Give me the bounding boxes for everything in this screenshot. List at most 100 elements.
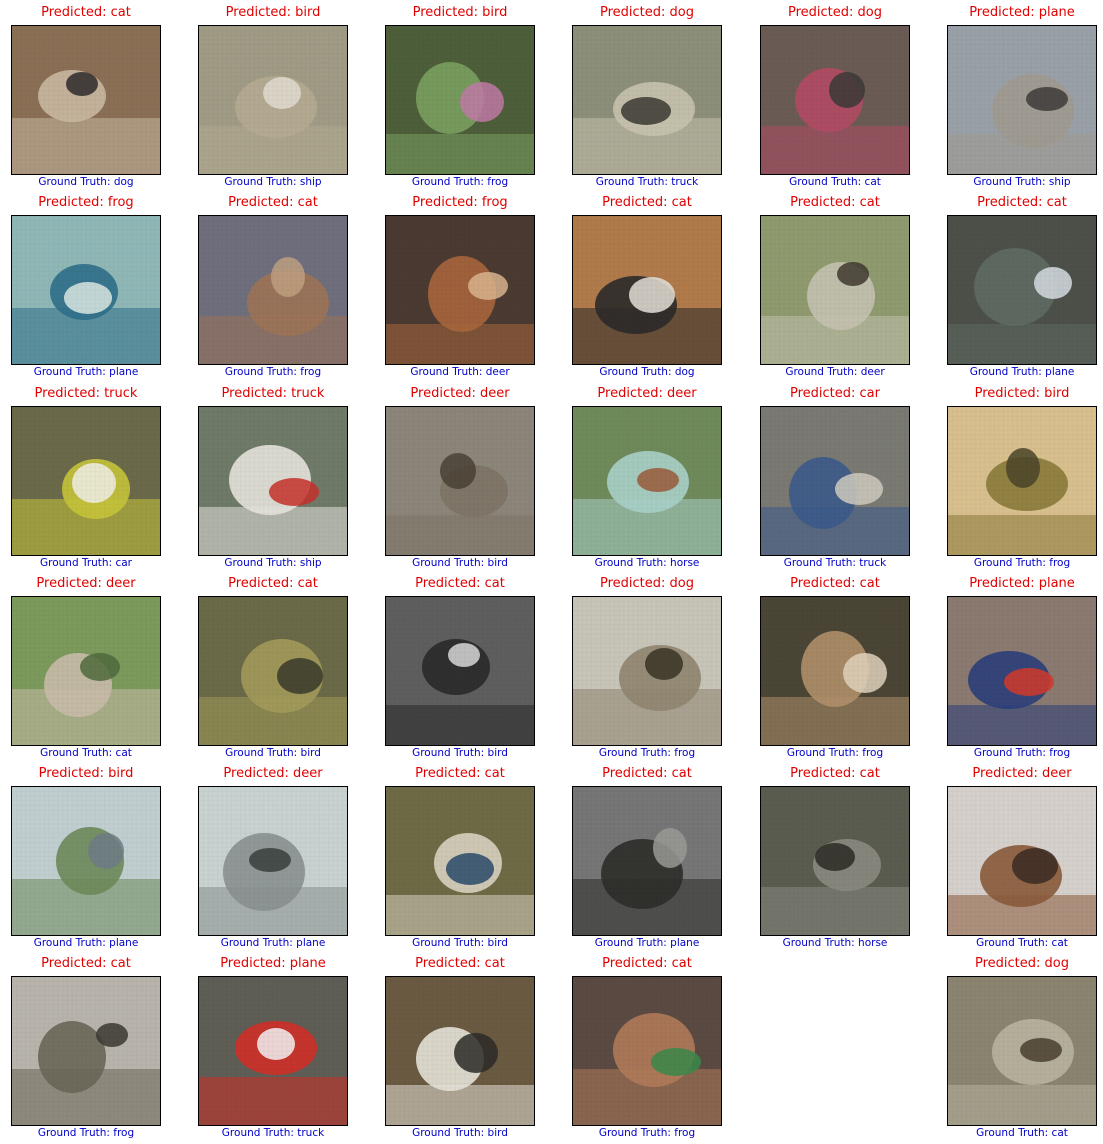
predicted-label: Predicted: cat bbox=[602, 956, 692, 971]
sample-image-canvas bbox=[12, 787, 160, 935]
sample-cell: Predicted: deer Ground Truth: horse bbox=[572, 386, 722, 570]
sample-image bbox=[947, 976, 1097, 1126]
sample-image-canvas bbox=[573, 26, 721, 174]
predicted-label: Predicted: dog bbox=[975, 956, 1069, 971]
sample-image bbox=[760, 406, 910, 556]
ground-truth-label: Ground Truth: plane bbox=[969, 366, 1075, 378]
sample-image bbox=[11, 406, 161, 556]
predicted-label: Predicted: cat bbox=[790, 195, 880, 210]
sample-cell: Predicted: cat Ground Truth: bird bbox=[198, 576, 348, 760]
ground-truth-label: Ground Truth: truck bbox=[595, 176, 699, 188]
sample-cell: Predicted: frog Ground Truth: plane bbox=[11, 195, 161, 379]
predicted-label: Predicted: cat bbox=[228, 576, 318, 591]
predicted-label: Predicted: dog bbox=[600, 576, 694, 591]
sample-image bbox=[572, 215, 722, 365]
sample-image-canvas bbox=[573, 977, 721, 1125]
ground-truth-label: Ground Truth: dog bbox=[599, 366, 695, 378]
sample-cell: Predicted: truck Ground Truth: ship bbox=[198, 386, 348, 570]
sample-image bbox=[198, 25, 348, 175]
predicted-label: Predicted: deer bbox=[597, 386, 697, 401]
sample-cell: Predicted: cat Ground Truth: frog bbox=[572, 956, 722, 1140]
sample-image-canvas bbox=[199, 216, 347, 364]
sample-image-canvas bbox=[761, 787, 909, 935]
ground-truth-label: Ground Truth: bird bbox=[412, 747, 508, 759]
ground-truth-label: Ground Truth: horse bbox=[594, 557, 700, 569]
sample-cell: Predicted: cat Ground Truth: bird bbox=[385, 766, 535, 950]
predicted-label: Predicted: dog bbox=[600, 5, 694, 20]
sample-image-canvas bbox=[12, 216, 160, 364]
sample-cell: Predicted: dog Ground Truth: truck bbox=[572, 5, 722, 189]
sample-image-canvas bbox=[948, 977, 1096, 1125]
sample-cell: Predicted: cat Ground Truth: frog bbox=[198, 195, 348, 379]
sample-image-canvas bbox=[573, 597, 721, 745]
ground-truth-label: Ground Truth: ship bbox=[224, 557, 322, 569]
ground-truth-label: Ground Truth: dog bbox=[38, 176, 134, 188]
sample-image-canvas bbox=[199, 787, 347, 935]
sample-image bbox=[198, 976, 348, 1126]
sample-image-canvas bbox=[948, 787, 1096, 935]
sample-cell: Predicted: cat Ground Truth: plane bbox=[572, 766, 722, 950]
ground-truth-label: Ground Truth: ship bbox=[224, 176, 322, 188]
sample-image bbox=[11, 596, 161, 746]
ground-truth-label: Ground Truth: frog bbox=[37, 1127, 135, 1139]
sample-image bbox=[572, 406, 722, 556]
predicted-label: Predicted: truck bbox=[34, 386, 138, 401]
ground-truth-label: Ground Truth: plane bbox=[594, 937, 700, 949]
ground-truth-label: Ground Truth: bird bbox=[412, 937, 508, 949]
sample-cell: Predicted: dog Ground Truth: frog bbox=[572, 576, 722, 760]
sample-image bbox=[947, 406, 1097, 556]
sample-cell: Predicted: dog Ground Truth: cat bbox=[947, 956, 1097, 1140]
sample-image bbox=[198, 786, 348, 936]
ground-truth-label: Ground Truth: frog bbox=[973, 747, 1071, 759]
sample-image-canvas bbox=[199, 977, 347, 1125]
sample-image bbox=[385, 786, 535, 936]
sample-cell: Predicted: deer Ground Truth: bird bbox=[385, 386, 535, 570]
sample-image bbox=[198, 406, 348, 556]
sample-image bbox=[572, 596, 722, 746]
predicted-label: Predicted: bird bbox=[225, 5, 321, 20]
ground-truth-label: Ground Truth: cat bbox=[40, 747, 132, 759]
sample-cell: Predicted: truck Ground Truth: car bbox=[11, 386, 161, 570]
sample-image bbox=[385, 406, 535, 556]
sample-cell: Predicted: bird Ground Truth: frog bbox=[947, 386, 1097, 570]
ground-truth-label: Ground Truth: plane bbox=[220, 937, 326, 949]
sample-cell: Predicted: bird Ground Truth: frog bbox=[385, 5, 535, 189]
sample-image-canvas bbox=[761, 407, 909, 555]
predicted-label: Predicted: plane bbox=[220, 956, 326, 971]
ground-truth-label: Ground Truth: ship bbox=[973, 176, 1071, 188]
sample-image-canvas bbox=[12, 597, 160, 745]
sample-image-canvas bbox=[948, 26, 1096, 174]
sample-image-canvas bbox=[573, 216, 721, 364]
sample-cell: Predicted: cat Ground Truth: bird bbox=[385, 956, 535, 1140]
predicted-label: Predicted: car bbox=[790, 386, 880, 401]
sample-image-canvas bbox=[573, 787, 721, 935]
sample-image bbox=[385, 25, 535, 175]
ground-truth-label: Ground Truth: truck bbox=[221, 1127, 325, 1139]
ground-truth-label: Ground Truth: truck bbox=[783, 557, 887, 569]
predicted-label: Predicted: cat bbox=[415, 576, 505, 591]
sample-cell: Predicted: cat Ground Truth: frog bbox=[760, 576, 910, 760]
predicted-label: Predicted: plane bbox=[969, 576, 1075, 591]
sample-cell: Predicted: frog Ground Truth: deer bbox=[385, 195, 535, 379]
predicted-label: Predicted: truck bbox=[221, 386, 325, 401]
sample-image bbox=[11, 215, 161, 365]
ground-truth-label: Ground Truth: horse bbox=[782, 937, 888, 949]
predicted-label: Predicted: cat bbox=[602, 195, 692, 210]
sample-image-canvas bbox=[386, 407, 534, 555]
sample-cell: Predicted: deer Ground Truth: plane bbox=[198, 766, 348, 950]
ground-truth-label: Ground Truth: frog bbox=[598, 1127, 696, 1139]
predicted-label: Predicted: cat bbox=[41, 956, 131, 971]
ground-truth-label: Ground Truth: deer bbox=[410, 366, 510, 378]
ground-truth-label: Ground Truth: cat bbox=[976, 937, 1068, 949]
ground-truth-label: Ground Truth: frog bbox=[224, 366, 322, 378]
predicted-label: Predicted: cat bbox=[790, 766, 880, 781]
sample-image bbox=[198, 596, 348, 746]
predicted-label: Predicted: deer bbox=[36, 576, 136, 591]
sample-cell: Predicted: cat Ground Truth: dog bbox=[11, 5, 161, 189]
sample-cell: Predicted: bird Ground Truth: plane bbox=[11, 766, 161, 950]
sample-cell: Predicted: cat Ground Truth: dog bbox=[572, 195, 722, 379]
sample-image-canvas bbox=[761, 597, 909, 745]
sample-cell: Predicted: bird Ground Truth: ship bbox=[198, 5, 348, 189]
sample-cell: Predicted: cat Ground Truth: horse bbox=[760, 766, 910, 950]
